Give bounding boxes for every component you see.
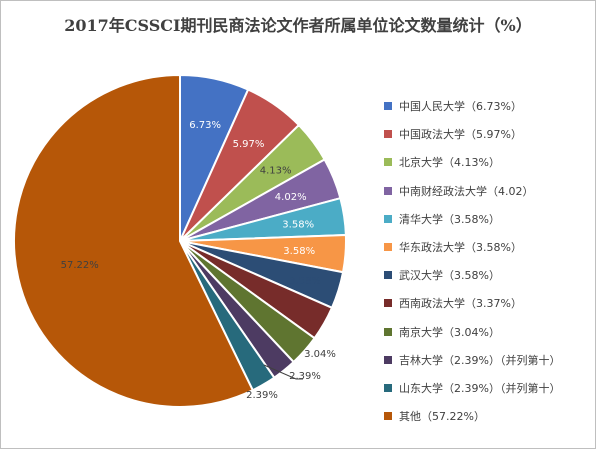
legend-item-9: 南京大学（3.04%） [384, 318, 560, 346]
legend-swatch [384, 243, 392, 252]
data-label-12: 57.22% [61, 260, 99, 271]
legend-label: 武汉大学（3.58%） [399, 269, 500, 283]
data-label-1: 6.73% [189, 120, 221, 131]
legend-item-10: 吉林大学（2.39%）（并列第十） [384, 346, 560, 374]
data-label-4: 4.02% [275, 192, 307, 203]
legend-swatch [384, 130, 392, 139]
legend-swatch [384, 186, 392, 195]
legend-swatch [384, 383, 392, 392]
legend-item-2: 中国政法大学（5.97%） [384, 120, 560, 148]
legend-item-6: 华东政法大学（3.58%） [384, 233, 560, 261]
legend-label: 西南政法大学（3.37%） [399, 297, 522, 311]
legend-label: 中南财经政法大学（4.02） [399, 184, 534, 198]
data-label-7: 3.58% [289, 276, 321, 287]
legend-label: 华东政法大学（3.58%） [399, 241, 522, 255]
legend-swatch [384, 158, 392, 167]
legend-item-11: 山东大学（2.39%）（并列第十） [384, 374, 560, 402]
legend-swatch [384, 271, 392, 280]
legend-label: 南京大学（3.04%） [399, 325, 500, 339]
legend-label: 其他（57.22%） [399, 410, 485, 424]
legend-item-1: 中国人民大学（6.73%） [384, 92, 560, 120]
legend-item-4: 中南财经政法大学（4.02） [384, 177, 560, 205]
data-label-6: 3.58% [283, 246, 315, 257]
legend-swatch [384, 412, 392, 421]
legend-swatch [384, 327, 392, 336]
leader-line-10 [263, 364, 303, 380]
legend-swatch [384, 355, 392, 364]
legend-item-3: 北京大学（4.13%） [384, 148, 560, 176]
legend-label: 清华大学（3.58%） [399, 212, 500, 226]
chart-legend: 中国人民大学（6.73%） 中国政法大学（5.97%） 北京大学（4.13%） 中南财… [384, 92, 560, 430]
legend-item-5: 清华大学（3.58%） [384, 205, 560, 233]
legend-label: 中国政法大学（5.97%） [399, 128, 522, 142]
data-label-3: 4.13% [260, 165, 292, 176]
chart-title: 2017年CSSCI期刊民商法论文作者所属单位论文数量统计（%） [64, 16, 532, 35]
legend-swatch [384, 214, 392, 223]
legend-item-8: 西南政法大学（3.37%） [384, 289, 560, 317]
data-label-2: 5.97% [233, 139, 265, 150]
legend-swatch [384, 102, 392, 111]
legend-label: 北京大学（4.13%） [399, 156, 500, 170]
legend-swatch [384, 299, 392, 308]
legend-item-12: 其他（57.22%） [384, 402, 560, 430]
legend-item-7: 武汉大学（3.58%） [384, 261, 560, 289]
legend-label: 山东大学（2.39%）（并列第十） [399, 381, 561, 395]
data-label-11: 2.39% [246, 390, 278, 401]
legend-label: 吉林大学（2.39%）（并列第十） [399, 353, 561, 367]
pie-slice-12 [13, 73, 255, 408]
data-label-10: 2.39% [289, 371, 321, 382]
data-label-9: 3.04% [304, 349, 336, 360]
legend-label: 中国人民大学（6.73%） [399, 100, 522, 114]
data-label-5: 3.58% [282, 219, 314, 230]
